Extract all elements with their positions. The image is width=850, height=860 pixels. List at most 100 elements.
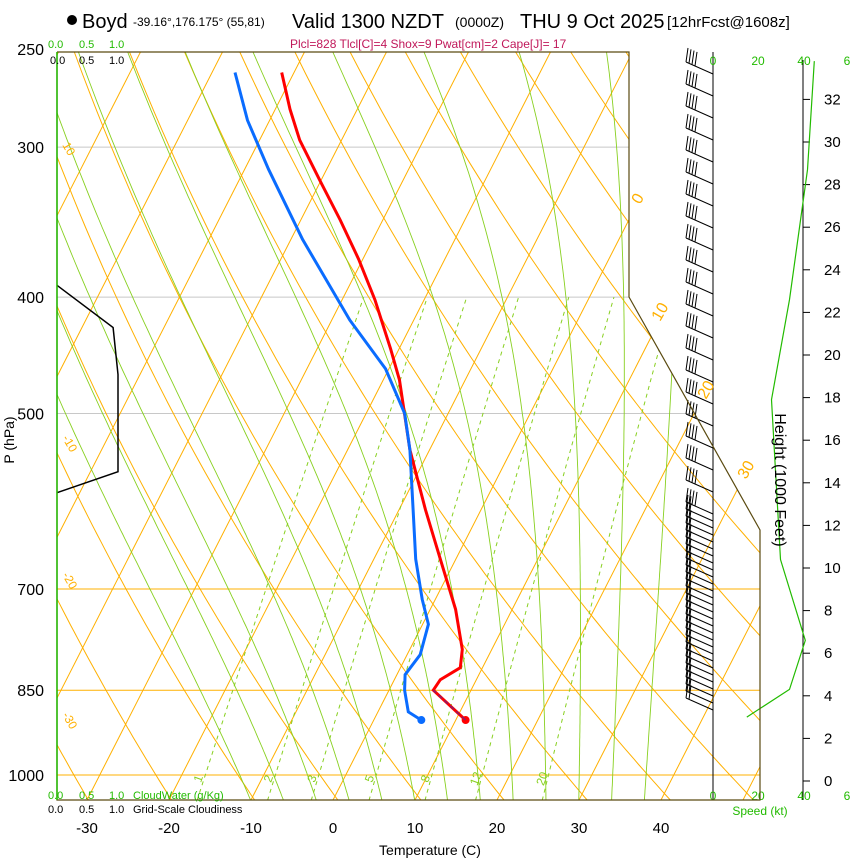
moist-adiabat-line <box>643 52 682 800</box>
speed-tick-label: 6 <box>844 54 850 68</box>
barb-feather <box>691 116 695 131</box>
moist-adiabat-line <box>423 52 547 800</box>
wind-barb <box>685 421 714 449</box>
mixing-ratio-line <box>310 296 468 800</box>
temperature-tick-label: -30 <box>76 820 98 837</box>
height-tick-label: 10 <box>824 560 841 577</box>
dry-adiabat-line <box>57 52 339 800</box>
adiabat-label: -10 <box>59 433 80 455</box>
valid-date: THU 9 Oct 2025 <box>520 11 665 33</box>
wind-barb <box>685 201 714 229</box>
barb-feather <box>688 379 692 394</box>
barb-feather <box>694 139 698 154</box>
barb-feather <box>688 159 692 174</box>
moist-adiabat-line <box>57 52 252 800</box>
station-coords: -39.16°,176.175° (55,81) <box>133 15 265 29</box>
barb-feather <box>694 205 698 220</box>
isotherm-line <box>565 52 760 800</box>
dry-adiabat-line <box>665 52 760 800</box>
barb-feather <box>685 465 689 481</box>
dry-adiabat-line <box>338 52 760 800</box>
isotherm-line <box>57 52 398 800</box>
barb-feather <box>685 289 689 305</box>
height-tick-label: 18 <box>824 390 841 407</box>
barb-feather <box>685 443 689 459</box>
barb-feather <box>694 469 698 484</box>
dry-adiabat-line <box>229 52 755 800</box>
dry-adiabat-line <box>611 52 760 800</box>
wind-barb <box>685 487 714 515</box>
isotherm-line <box>647 52 760 800</box>
barb-feather <box>685 113 689 129</box>
barb-feather <box>691 50 695 65</box>
barb-feather <box>688 423 692 438</box>
barb-feather <box>691 380 695 395</box>
wind-speed-line <box>746 61 815 718</box>
barb-staff <box>685 501 714 515</box>
barb-feather <box>685 201 689 217</box>
barb-feather <box>691 72 695 87</box>
pressure-tick-label: 850 <box>17 683 44 700</box>
barb-staff <box>685 457 714 471</box>
barb-feather <box>691 402 695 417</box>
dry-adiabat-line <box>284 52 760 800</box>
barb-feather <box>694 293 698 308</box>
barb-feather <box>685 355 689 371</box>
barb-feather <box>691 446 695 461</box>
barb-feather <box>694 249 698 264</box>
speed-tick-label: 40 <box>797 789 811 803</box>
barb-feather <box>685 47 689 63</box>
barb-feather <box>691 182 695 197</box>
wind-barb <box>685 377 714 405</box>
isotherm-label: 10 <box>649 300 673 324</box>
barb-feather <box>691 204 695 219</box>
barb-feather <box>688 247 692 262</box>
mixing-ratio-line <box>424 296 570 800</box>
temperature-tick-label: -20 <box>158 820 180 837</box>
isotherm-label: 0 <box>629 191 648 207</box>
barb-feather <box>691 490 695 505</box>
dry-adiabat-line <box>0 31 5 801</box>
barb-staff <box>685 536 714 550</box>
barb-staff <box>685 543 714 557</box>
barb-feather <box>688 49 692 64</box>
mixing-ratio-label: 1 <box>190 773 206 784</box>
barb-staff <box>685 683 714 697</box>
barb-feather <box>694 51 698 66</box>
barb-feather <box>685 245 689 261</box>
moist-adiabat-line <box>518 52 581 800</box>
barb-feather <box>694 161 698 176</box>
speed-tick-label: 40 <box>797 54 811 68</box>
barb-staff <box>685 564 714 578</box>
barb-feather <box>691 424 695 439</box>
wind-barb <box>685 47 714 75</box>
mixing-ratio-label: 5 <box>362 773 378 784</box>
height-tick-label: 20 <box>824 347 841 364</box>
wind-barb <box>685 267 714 295</box>
barb-feather <box>691 314 695 329</box>
barb-feather <box>685 91 689 107</box>
barb-feather <box>691 226 695 241</box>
barb-staff <box>685 347 714 361</box>
mixing-ratio-label: 20 <box>533 770 551 788</box>
barb-staff <box>685 522 714 536</box>
isotherm-line <box>237 52 644 800</box>
barb-feather <box>685 377 689 393</box>
barb-feather <box>691 248 695 263</box>
utc-time: (0000Z) <box>455 14 504 30</box>
cloud-tick: 0.5 <box>79 55 94 67</box>
barb-staff <box>685 325 714 339</box>
wind-barb <box>685 157 714 185</box>
temperature-line <box>280 72 467 722</box>
adiabat-label: -20 <box>59 570 80 592</box>
barb-feather <box>688 445 692 460</box>
temperature-tick-label: 40 <box>653 820 670 837</box>
barb-staff <box>685 237 714 251</box>
height-axis-title: Height (1000 Feet) <box>771 413 788 546</box>
height-tick-label: 8 <box>824 603 832 620</box>
barb-feather <box>688 203 692 218</box>
dry-adiabat-line <box>66 52 505 800</box>
barb-feather <box>691 94 695 109</box>
barb-staff <box>685 620 714 634</box>
